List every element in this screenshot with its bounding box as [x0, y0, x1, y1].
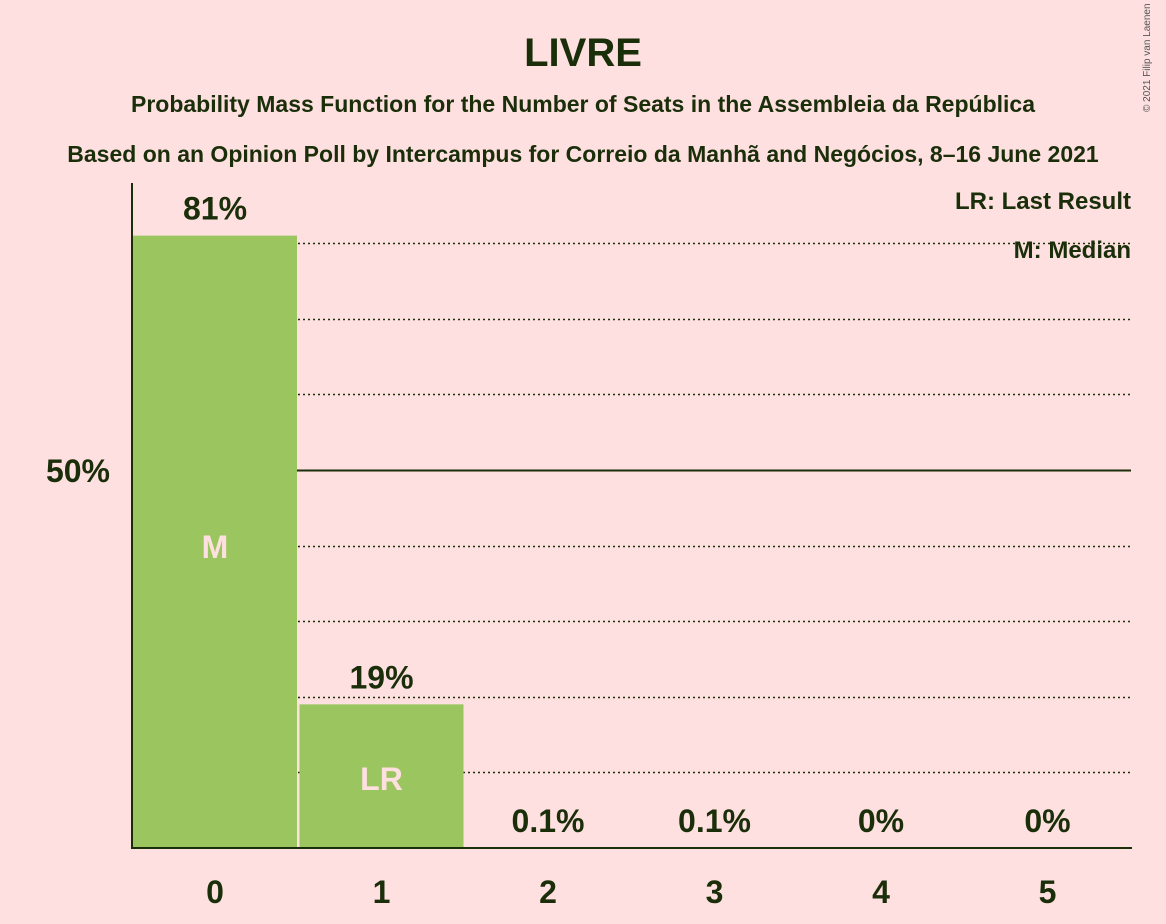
value-label-0: 81%	[183, 191, 247, 227]
value-label-4: 0%	[858, 803, 904, 839]
x-tick-labels: 0 1 2 3 4 5	[206, 874, 1056, 910]
bar-1	[299, 704, 464, 848]
x-tick-1: 1	[373, 874, 391, 910]
gridlines	[133, 242, 1131, 774]
bar-0	[133, 235, 297, 848]
value-label-2: 0.1%	[512, 803, 585, 839]
value-label-1: 19%	[349, 659, 413, 695]
bars: 81% M 19% LR 0.1% 0.1% 0% 0%	[133, 191, 1071, 848]
x-tick-0: 0	[206, 874, 224, 910]
legend-last-result: LR: Last Result	[955, 188, 1131, 215]
x-tick-5: 5	[1039, 874, 1057, 910]
x-tick-3: 3	[706, 874, 724, 910]
bar-marker-lr: LR	[360, 761, 403, 797]
value-label-5: 0%	[1024, 803, 1070, 839]
legend-median: M: Median	[1014, 237, 1131, 264]
x-tick-2: 2	[539, 874, 557, 910]
y-tick-label-50: 50%	[46, 453, 110, 489]
chart-title: LIVRE	[524, 31, 642, 75]
copyright-notice: © 2021 Filip van Laenen	[1142, 3, 1153, 112]
chart-subtitle: Probability Mass Function for the Number…	[131, 91, 1035, 117]
chart-source: Based on an Opinion Poll by Intercampus …	[67, 141, 1099, 167]
x-tick-4: 4	[872, 874, 890, 910]
value-label-3: 0.1%	[678, 803, 751, 839]
bar-marker-m: M	[202, 529, 229, 565]
